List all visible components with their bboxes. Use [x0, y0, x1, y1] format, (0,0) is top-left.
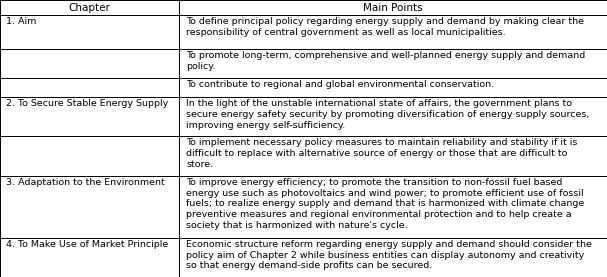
Text: In the light of the unstable international state of affairs, the government plan: In the light of the unstable internation… — [186, 99, 590, 130]
Text: 4. To Make Use of Market Principle: 4. To Make Use of Market Principle — [6, 240, 168, 249]
Text: Chapter: Chapter — [69, 2, 110, 12]
Text: To improve energy efficiency; to promote the transition to non-fossil fuel based: To improve energy efficiency; to promote… — [186, 178, 585, 230]
Text: To implement necessary policy measures to maintain reliability and stability if : To implement necessary policy measures t… — [186, 138, 578, 169]
Text: 1. Aim: 1. Aim — [6, 17, 36, 26]
Text: To define principal policy regarding energy supply and demand by making clear th: To define principal policy regarding ene… — [186, 17, 585, 37]
Text: Economic structure reform regarding energy supply and demand should consider the: Economic structure reform regarding ener… — [186, 240, 592, 270]
Text: To contribute to regional and global environmental conservation.: To contribute to regional and global env… — [186, 80, 495, 89]
Text: Main Points: Main Points — [363, 2, 423, 12]
Text: 2. To Secure Stable Energy Supply: 2. To Secure Stable Energy Supply — [6, 99, 168, 108]
Text: To promote long-term, comprehensive and well-planned energy supply and demand
po: To promote long-term, comprehensive and … — [186, 51, 586, 71]
Text: 3. Adaptation to the Environment: 3. Adaptation to the Environment — [6, 178, 165, 187]
